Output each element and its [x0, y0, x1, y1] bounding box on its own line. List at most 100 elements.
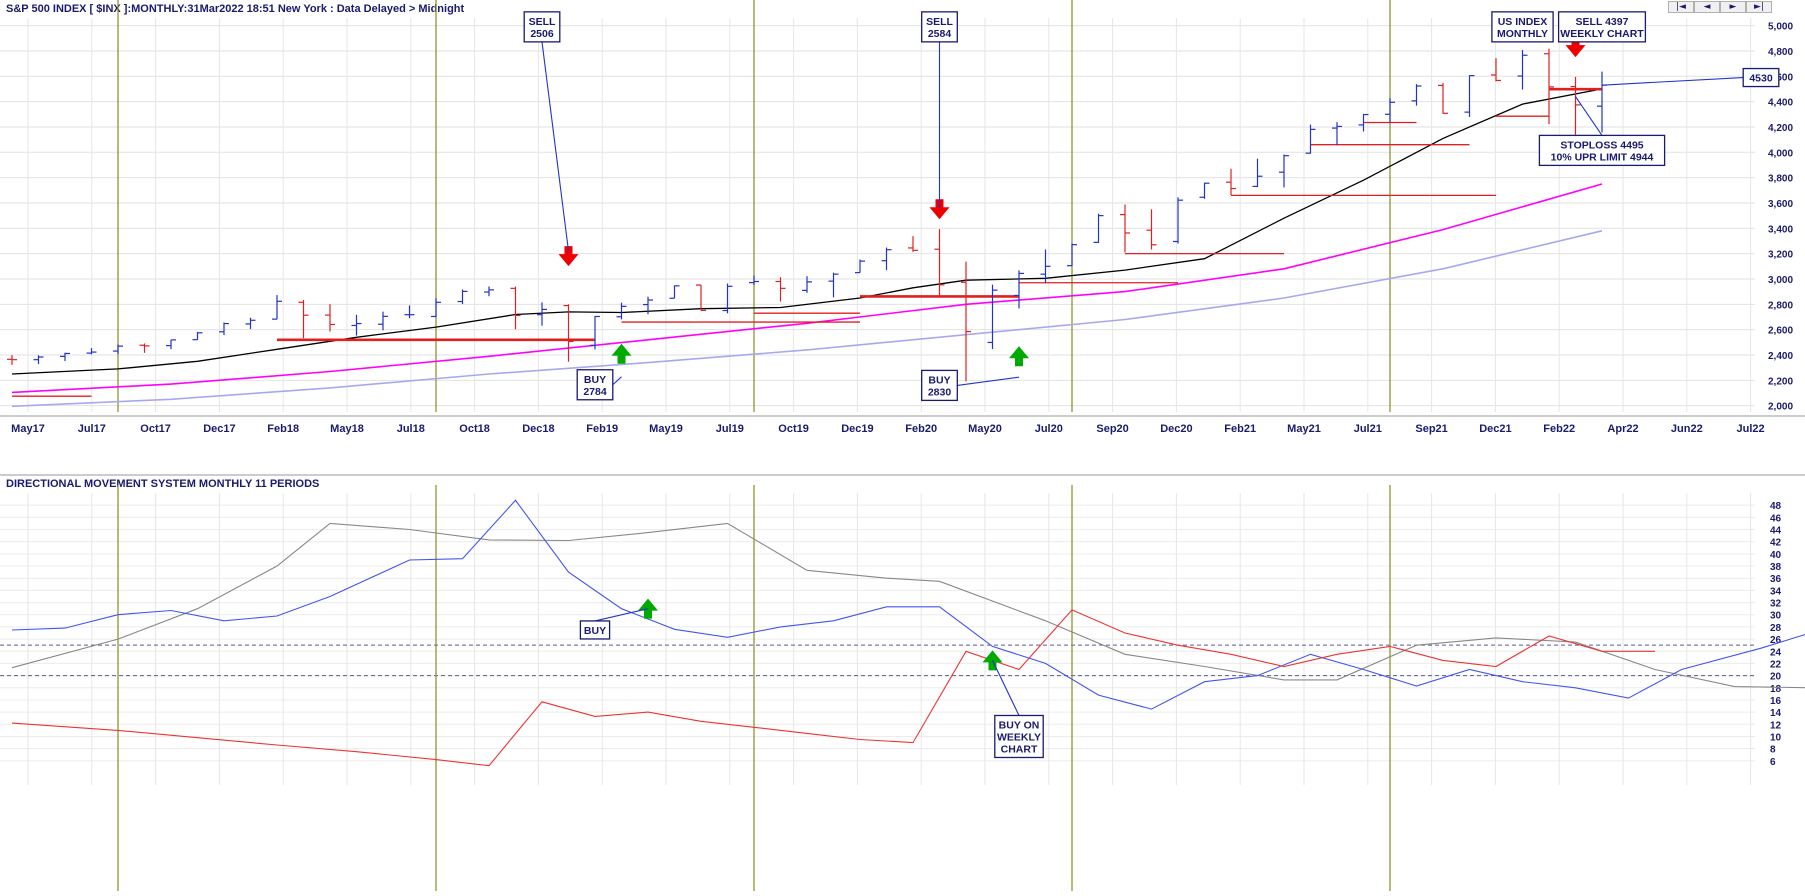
price-annotation-text: SELL: [529, 16, 556, 28]
dms-axis-label: 24: [1770, 647, 1782, 658]
ohlc-bar: [378, 311, 388, 331]
ohlc-bar: [219, 322, 229, 336]
price-axis-label: 4,400: [1768, 98, 1793, 109]
ohlc-bar: [7, 354, 17, 365]
date-axis-label: Feb18: [267, 423, 299, 435]
price-annotation-text: BUY: [928, 374, 950, 386]
moving-average-long: [11, 230, 1603, 408]
ohlc-bar: [404, 305, 415, 319]
dms-series-line-3: [11, 609, 1655, 767]
price-axis-label: 2,800: [1768, 300, 1793, 311]
date-axis-label: Jul19: [716, 423, 744, 435]
dms-axis-label: 46: [1770, 513, 1782, 524]
ohlc-bar: [325, 304, 335, 332]
price-axis-label: 3,200: [1768, 250, 1793, 261]
dms-annotation-text: BUY ON: [999, 719, 1040, 731]
ohlc-bar: [33, 355, 44, 365]
nav-prev-button[interactable]: ◄: [1694, 1, 1720, 13]
ohlc-bar: [934, 229, 945, 298]
ohlc-bar: [1173, 197, 1183, 244]
price-axis-label: 2,000: [1768, 402, 1793, 413]
dms-axis-label: 32: [1770, 599, 1782, 610]
ohlc-bar: [1252, 158, 1263, 188]
moving-average-mid: [11, 183, 1603, 394]
date-axis-label: Sep20: [1096, 423, 1128, 435]
price-annotation-text: MONTHLY: [1497, 28, 1548, 40]
ohlc-bar: [457, 289, 468, 305]
price-annotation-box: [576, 369, 614, 401]
ohlc-bar: [484, 286, 494, 297]
ohlc-bar: [192, 331, 203, 341]
ohlc-bar: [775, 277, 786, 302]
dms-axis-label: 48: [1770, 501, 1782, 512]
date-axis-label: Feb20: [905, 423, 937, 435]
date-axis-label: Jun22: [1671, 423, 1703, 435]
nav-first-button[interactable]: |◄: [1668, 1, 1694, 13]
ohlc-bar: [590, 315, 600, 350]
dms-annotation-pointer: [992, 660, 1020, 716]
price-annotation-box: [523, 11, 561, 43]
ohlc-bar: [1464, 75, 1475, 117]
ohlc-bar: [1544, 48, 1554, 125]
price-axis-label: 4,000: [1768, 148, 1793, 159]
price-annotation-pointer: [541, 41, 570, 252]
date-axis-label: May21: [1287, 423, 1321, 435]
ohlc-bar: [1146, 209, 1157, 250]
ohlc-bar: [987, 284, 998, 350]
price-annotation-box: [1557, 11, 1647, 43]
date-axis-label: Jul21: [1354, 423, 1382, 435]
price-annotation-box: [1742, 67, 1780, 88]
nav-next-button[interactable]: ►: [1720, 1, 1746, 13]
ohlc-bar: [431, 298, 441, 318]
ohlc-bar: [1199, 182, 1210, 199]
ohlc-bar: [1014, 270, 1024, 309]
moving-average-short: [11, 88, 1603, 375]
ohlc-bar: [537, 302, 547, 326]
dms-axis-label: 14: [1770, 708, 1782, 719]
ohlc-bar: [351, 314, 362, 336]
price-annotation-text: BUY: [584, 374, 606, 386]
dms-axis-label: 30: [1770, 611, 1782, 622]
ohlc-bar: [1040, 249, 1051, 284]
ohlc-bar: [828, 272, 839, 298]
price-annotation-text: 2584: [928, 28, 952, 40]
dms-axis-label: 18: [1770, 684, 1782, 695]
ohlc-bar: [1067, 243, 1077, 267]
price-axis-label: 4,200: [1768, 123, 1793, 134]
ohlc-bar: [1438, 83, 1448, 114]
sell-arrow-icon: [929, 199, 950, 220]
ohlc-bar: [908, 236, 918, 252]
date-axis-label: Dec18: [522, 423, 554, 435]
dms-axis-label: 12: [1770, 720, 1782, 731]
dms-axis-label: 6: [1770, 757, 1776, 768]
dms-annotation-box: [994, 714, 1044, 759]
dms-axis-label: 16: [1770, 696, 1782, 707]
price-annotation-text: STOPLOSS 4495: [1560, 139, 1643, 151]
price-annotation-text: 10% UPR LIMIT 4944: [1551, 151, 1654, 163]
nav-last-button[interactable]: ►|: [1746, 1, 1772, 13]
dms-axis-label: 36: [1770, 574, 1782, 585]
buy-arrow-icon: [1009, 346, 1029, 367]
price-annotation-box: [1538, 134, 1666, 167]
price-axis-label: 2,400: [1768, 351, 1793, 362]
price-annotation-text: SELL 4397: [1576, 16, 1629, 28]
price-annotation-text: 2506: [530, 28, 554, 40]
price-axis-label: 3,600: [1768, 199, 1793, 210]
ohlc-bar: [1411, 84, 1422, 106]
date-axis-label: Oct19: [778, 423, 809, 435]
price-axis-label: 2,600: [1768, 326, 1793, 337]
date-axis-label: May18: [330, 423, 364, 435]
ohlc-bar: [166, 339, 176, 350]
ohlc-bar: [1093, 213, 1104, 243]
sell-arrow-icon: [1565, 37, 1586, 58]
date-axis-label: Apr22: [1607, 423, 1638, 435]
date-axis-label: Feb22: [1543, 423, 1575, 435]
price-axis-label: 4,600: [1768, 72, 1793, 83]
ohlc-bar: [563, 304, 574, 362]
price-annotation-pointer: [1601, 76, 1744, 86]
dms-annotation-text: BUY: [584, 625, 606, 637]
price-annotation-text: WEEKLY CHART: [1560, 28, 1644, 40]
buy-arrow-icon: [611, 343, 632, 364]
dms-axis-label: 44: [1770, 526, 1782, 537]
